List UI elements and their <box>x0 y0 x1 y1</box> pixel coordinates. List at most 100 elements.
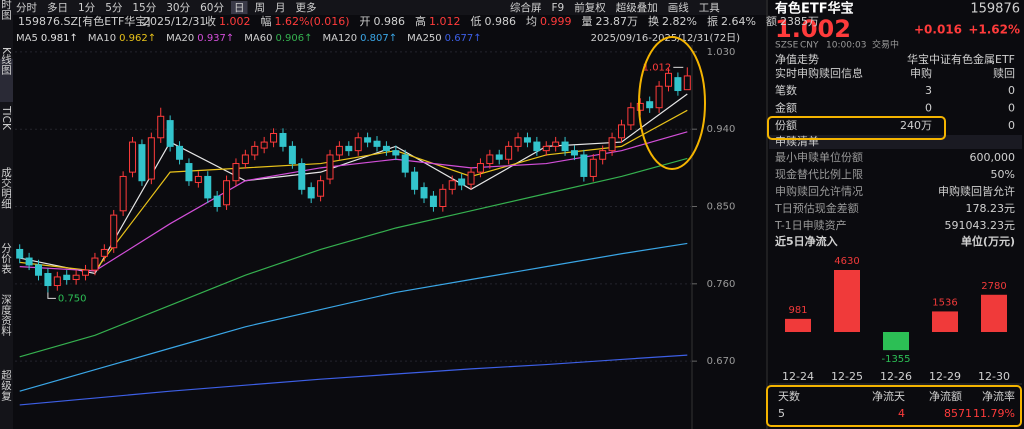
flow-label: -1355 <box>881 354 910 365</box>
quote-value: 1.012 <box>429 15 461 28</box>
candle-body <box>411 171 419 190</box>
tool-button[interactable]: 画线 <box>668 1 689 14</box>
highlight-box <box>767 116 946 140</box>
side-tab[interactable]: 成交明细 <box>0 167 12 209</box>
y-tick-label: 0.670 <box>707 356 736 367</box>
quote-value: 2.64% <box>721 15 756 28</box>
candle-body <box>392 150 400 156</box>
realtime-title: 实时申购赎回信息 <box>775 66 863 80</box>
row-value: 3 <box>925 84 932 97</box>
summary-header: 净流率 <box>982 389 1015 403</box>
candle-body <box>25 257 33 266</box>
quote-label: 换 <box>648 14 659 28</box>
candle-body <box>561 141 569 152</box>
summary-header: 净流额 <box>929 389 962 403</box>
side-tab[interactable]: TICK <box>0 105 12 131</box>
period-button[interactable]: 60分 <box>200 2 224 14</box>
candle-body <box>335 145 343 156</box>
list-label: 最小申赎单位份额 <box>775 150 863 164</box>
list-label: T-1日申赎资产 <box>774 218 847 232</box>
candle-body <box>345 145 353 152</box>
right-panel: 有色ETF华宝 159876 1.002 +0.016 +1.62% 净值走势 … <box>769 1 1022 385</box>
legend-label: MA10 <box>88 33 116 44</box>
tool-button[interactable]: 超级叠加 <box>616 1 658 14</box>
nav-value: 华宝中证有色金属ETF <box>907 52 1015 66</box>
period-button[interactable]: 15分 <box>132 2 156 14</box>
period-button[interactable]: 周 <box>255 2 266 14</box>
candle-body <box>110 214 118 249</box>
period-button[interactable]: 多日 <box>47 1 68 14</box>
security-code: 159876 <box>970 2 1020 17</box>
flow-date: 12-25 <box>831 370 863 383</box>
period-button[interactable]: 分时 <box>16 2 37 14</box>
column-header: 赎回 <box>993 66 1015 80</box>
list-label: 申购赎回允许情况 <box>775 184 863 198</box>
row-value: 0 <box>925 102 932 115</box>
tool-button[interactable]: 工具 <box>699 2 720 14</box>
period-button[interactable]: 1分 <box>78 2 96 14</box>
status-item: SZSE <box>775 41 799 51</box>
candle-body <box>608 137 616 152</box>
candle-body <box>580 154 588 177</box>
candle-body <box>63 274 71 281</box>
side-tab[interactable]: K线图 <box>0 47 12 76</box>
period-button[interactable]: 月 <box>275 2 286 14</box>
status-item: CNY <box>800 41 819 51</box>
candle-body <box>157 115 165 139</box>
low-annotation: 0.750 <box>58 293 87 304</box>
list-value: 178.23元 <box>966 202 1016 215</box>
candle-body <box>354 137 362 152</box>
candle-body <box>646 101 654 109</box>
y-tick-label: 0.850 <box>707 202 736 213</box>
candle-body <box>194 175 202 183</box>
candle-body <box>429 195 437 208</box>
legend-value: 0.981↑ <box>41 33 78 44</box>
period-button[interactable]: 30分 <box>166 2 190 14</box>
flow-label: 4630 <box>834 256 859 267</box>
candle-body <box>307 187 315 199</box>
ma-line <box>19 242 688 392</box>
security-name: 有色ETF华宝 <box>775 1 854 17</box>
legend-label: MA5 <box>16 33 38 44</box>
quote-label: 低 <box>471 15 482 28</box>
candle-body <box>627 107 635 126</box>
row-value: 0 <box>1008 119 1015 132</box>
candle-body <box>373 140 381 147</box>
candle-body <box>166 120 174 147</box>
quote-value: 2.82% <box>662 15 697 28</box>
side-tab[interactable]: 分价表 <box>0 242 12 274</box>
row-label: 份额 <box>775 119 797 132</box>
tool-button[interactable]: F9 <box>552 2 565 14</box>
highlight-ellipse <box>638 36 706 170</box>
flow-label: 2780 <box>981 281 1006 292</box>
candle-body <box>35 264 43 276</box>
candle-body <box>495 154 503 160</box>
tool-button[interactable]: 前复权 <box>574 1 606 14</box>
quote-label: 振 <box>707 14 718 28</box>
summary-header: 净流天 <box>872 389 905 403</box>
quote-value: 0.986 <box>374 15 406 28</box>
flow-title: 近5日净流入 <box>775 234 838 248</box>
candle-body <box>533 141 541 152</box>
change-pct: +1.62% <box>968 23 1020 37</box>
candle-body <box>542 145 550 152</box>
side-tab[interactable]: 深度资料 <box>0 294 12 337</box>
legend-value: 0.807↑ <box>360 33 397 44</box>
candle-body <box>317 180 325 197</box>
side-tab[interactable]: 分时图 <box>0 0 12 20</box>
ma-line <box>19 93 688 275</box>
period-button[interactable]: 日 <box>234 2 245 14</box>
flow-label: 1536 <box>932 297 957 308</box>
tool-button[interactable]: 综合屏 <box>510 1 542 14</box>
status-item: 10:00:03 <box>826 41 866 51</box>
period-button[interactable]: 更多 <box>296 1 317 14</box>
side-tab[interactable]: 超级复 <box>0 368 12 401</box>
legend-label: MA60 <box>244 33 272 44</box>
flow-bar <box>981 294 1007 332</box>
period-button[interactable]: 5分 <box>105 2 123 14</box>
candle-body <box>467 171 475 185</box>
candle-body <box>505 145 513 160</box>
period-active <box>231 1 248 14</box>
candle-body <box>288 145 296 165</box>
quote-value: 1.002 <box>219 15 251 28</box>
